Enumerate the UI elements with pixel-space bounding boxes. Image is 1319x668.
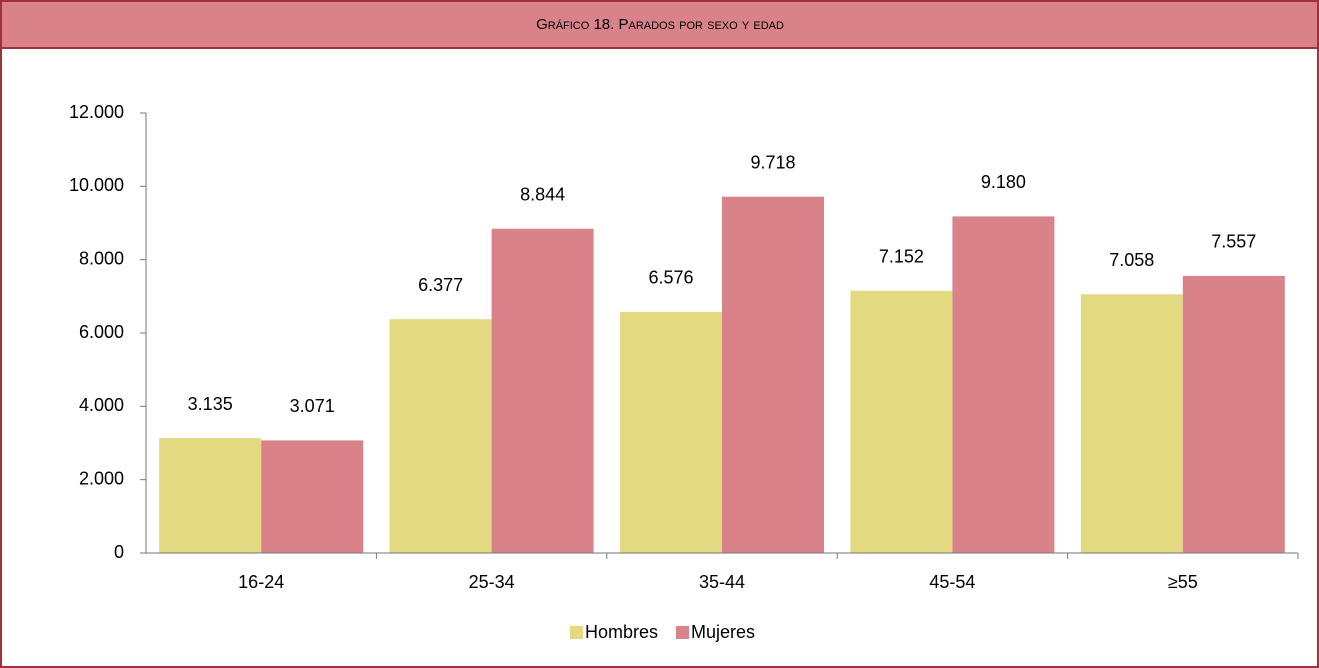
legend-swatch xyxy=(676,626,689,639)
bar xyxy=(261,440,364,553)
value-label: 9.180 xyxy=(981,172,1026,192)
x-tick-label: 35-44 xyxy=(699,572,745,592)
bar xyxy=(159,438,262,553)
bar xyxy=(952,216,1055,553)
value-label: 7.152 xyxy=(879,247,924,267)
x-tick-label: 25-34 xyxy=(469,572,515,592)
y-tick-label: 12.000 xyxy=(69,102,124,122)
value-label: 3.135 xyxy=(188,394,233,414)
x-tick-label: 16-24 xyxy=(238,572,284,592)
header-band xyxy=(0,0,1319,49)
bar xyxy=(850,290,953,553)
bar xyxy=(1080,294,1183,553)
bar xyxy=(389,319,492,553)
value-label: 3.071 xyxy=(290,396,335,416)
legend-swatch xyxy=(570,626,583,639)
bar xyxy=(1182,275,1285,553)
x-tick-label: 45-54 xyxy=(929,572,975,592)
y-tick-label: 6.000 xyxy=(79,322,124,342)
legend-label: Hombres xyxy=(585,622,658,642)
value-label: 8.844 xyxy=(520,184,565,204)
value-label: 9.718 xyxy=(750,152,795,172)
y-tick-label: 2.000 xyxy=(79,468,124,488)
chart-title: Gráfico 18. Parados por sexo y edad xyxy=(536,16,784,33)
value-label: 7.557 xyxy=(1211,232,1256,252)
bar xyxy=(491,228,594,553)
value-label: 6.377 xyxy=(418,275,463,295)
y-tick-label: 8.000 xyxy=(79,248,124,268)
legend-label: Mujeres xyxy=(691,622,755,642)
value-label: 6.576 xyxy=(648,268,693,288)
bar xyxy=(620,311,722,553)
y-tick-label: 4.000 xyxy=(79,395,124,415)
y-tick-label: 10.000 xyxy=(69,175,124,195)
bar xyxy=(722,196,824,553)
x-tick-label: ≥55 xyxy=(1168,572,1198,592)
y-tick-label: 0 xyxy=(114,542,124,562)
value-label: 7.058 xyxy=(1109,250,1154,270)
